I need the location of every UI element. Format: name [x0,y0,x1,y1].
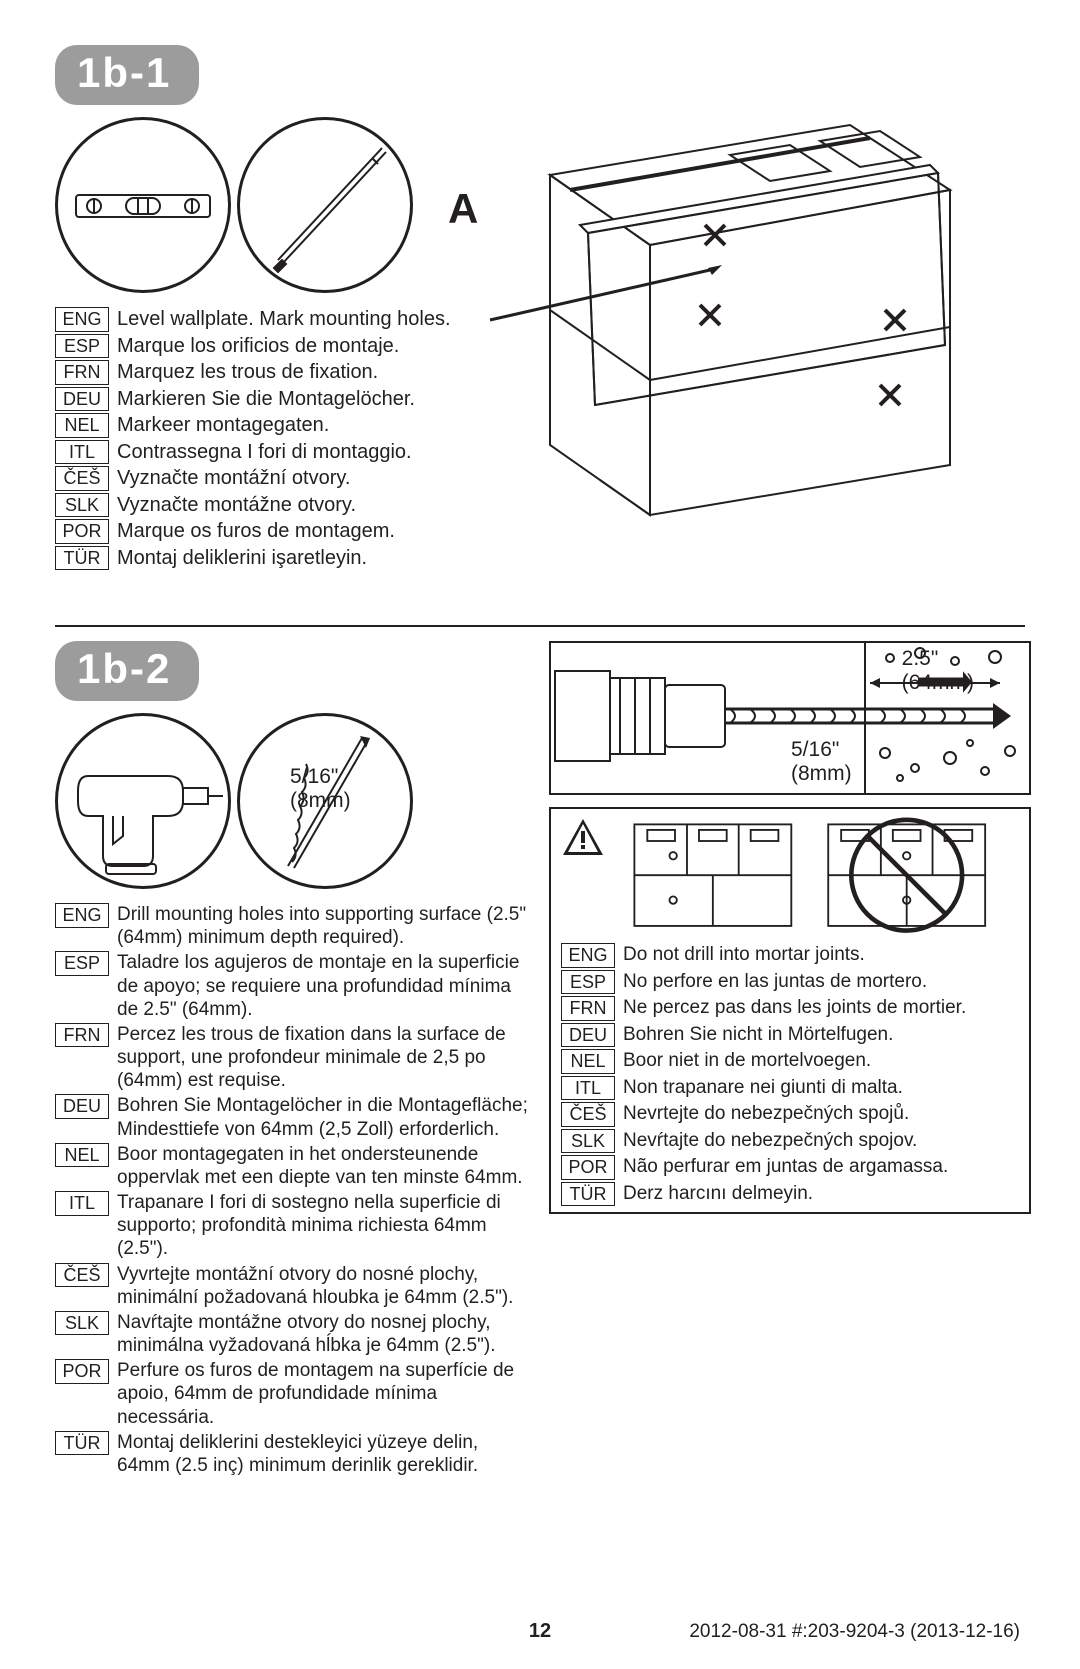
step-badge-1b1: 1b-1 [55,45,199,105]
lang-row: ENG Drill mounting holes into supporting … [55,903,535,949]
lang-text: Taladre los agujeros de montaje en la su… [117,951,535,1021]
section-1b2: 1b-2 [55,641,1025,1479]
lang-row: FRN Percez les trous de fixation dans la … [55,1023,535,1093]
lang-code: SLK [561,1129,615,1154]
lang-text: Perfure os furos de montagem na superfíc… [117,1359,535,1429]
lang-code: ČEŠ [55,1263,109,1288]
lang-code: ITL [55,440,109,465]
lang-row: ČEŠ Vyvrtejte montážní otvory do nosné pl… [55,1263,535,1309]
lang-text: Não perfurar em juntas de argamassa. [623,1155,1019,1178]
lang-text: Bohren Sie nicht in Mörtelfugen. [623,1023,1019,1046]
lang-code: ITL [55,1191,109,1216]
lang-code: ESP [55,951,109,976]
circle-pencil [237,117,413,293]
lang-code: TÜR [561,1182,615,1207]
lang-text: Bohren Sie Montagelöcher in die Montagef… [117,1094,535,1140]
lang-text: Drill mounting holes into supporting sur… [117,903,535,949]
lang-row: SLK Navŕtajte montážne otvory do nosnej p… [55,1311,535,1357]
lang-text: Vyvrtejte montážní otvory do nosné ploch… [117,1263,535,1309]
lang-code: FRN [55,1023,109,1048]
lang-code: TÜR [55,1431,109,1456]
lang-text: Nevrtejte do nebezpečných spojů. [623,1102,1019,1125]
bit-size-annot: 5/16"(8mm) [290,765,351,813]
lang-code: NEL [561,1049,615,1074]
warning-icon [561,817,605,857]
divider [55,625,1025,627]
lang-code: ENG [55,307,109,332]
lang-text: No perfore en las juntas de mortero. [623,970,1019,993]
lang-code: ESP [561,970,615,995]
depth-annot: 2.5"(64mm) [902,647,974,695]
lang-code: NEL [55,413,109,438]
lang-code: FRN [561,996,615,1021]
lang-text: Derz harcını delmeyin. [623,1182,1019,1205]
circle-level [55,117,231,293]
mortar-diagram [619,817,1019,937]
lang-text: Nevŕtajte do nebezpečných spojov. [623,1129,1019,1152]
lang-row: ITL Non trapanare nei giunti di malta. [561,1076,1019,1101]
lang-code: FRN [55,360,109,385]
lang-text: Trapanare I fori di sostegno nella super… [117,1191,535,1261]
drill-depth-diagram: 2.5"(64mm) 5/16"(8mm) [549,641,1031,795]
lang-code: DEU [55,387,109,412]
lang-text: Boor niet in de mortelvoegen. [623,1049,1019,1072]
lang-row: DEU Bohren Sie nicht in Mörtelfugen. [561,1023,1019,1048]
lang-text: Navŕtajte montážne otvory do nosnej ploc… [117,1311,535,1357]
lang-text: Montaj deliklerini destekleyici yüzeye d… [117,1431,535,1477]
lang-code: ČEŠ [561,1102,615,1127]
lang-code: NEL [55,1143,109,1168]
lang-row: ESP No perfore en las juntas de mortero. [561,970,1019,995]
tool-circles-1b2: 5/16"(8mm) [55,713,535,889]
lang-row: ENG Do not drill into mortar joints. [561,943,1019,968]
lang-row: SLK Nevŕtajte do nebezpečných spojov. [561,1129,1019,1154]
lang-text: Boor montagegaten in het ondersteunende … [117,1143,535,1189]
lang-row: TÜR Derz harcını delmeyin. [561,1182,1019,1207]
lang-text: Do not drill into mortar joints. [623,943,1019,966]
lang-row: POR Perfure os furos de montagem na super… [55,1359,535,1429]
lang-row: ČEŠ Nevrtejte do nebezpečných spojů. [561,1102,1019,1127]
lang-row: DEU Bohren Sie Montagelöcher in die Monta… [55,1094,535,1140]
warning-box: ENG Do not drill into mortar joints. ESP No… [549,807,1031,1214]
lang-code: ENG [561,943,615,968]
lang-code: ESP [55,334,109,359]
footer-meta: 2012-08-31 #:203-9204-3 (2013-12-16) [689,1621,1020,1643]
page: 1b-1 [0,0,1080,1669]
lang-row: TÜR Montaj deliklerini destekleyici yüzey… [55,1431,535,1477]
section-1b1: 1b-1 [55,45,1025,570]
circle-drill [55,713,231,889]
lang-row: NEL Boor montagegaten in het ondersteunen… [55,1143,535,1189]
label-a: A [448,185,478,233]
lang-code: POR [561,1155,615,1180]
lang-code: DEU [55,1094,109,1119]
lang-text: Percez les trous de fixation dans la sur… [117,1023,535,1093]
step-badge-1b2: 1b-2 [55,641,199,701]
lang-text: Ne percez pas dans les joints de mortier… [623,996,1019,1019]
lang-row: NEL Boor niet in de mortelvoegen. [561,1049,1019,1074]
iso-diagram-1b1: A [430,95,970,555]
lang-code: SLK [55,493,109,518]
lang-code: DEU [561,1023,615,1048]
lang-list-warn: ENG Do not drill into mortar joints. ESP No… [561,943,1019,1206]
lang-code: ITL [561,1076,615,1101]
lang-code: TÜR [55,546,109,571]
lang-code: ENG [55,903,109,928]
lang-code: POR [55,519,109,544]
lang-text: Non trapanare nei giunti di malta. [623,1076,1019,1099]
lang-row: POR Não perfurar em juntas de argamassa. [561,1155,1019,1180]
lang-code: POR [55,1359,109,1384]
lang-code: SLK [55,1311,109,1336]
lang-code: ČEŠ [55,466,109,491]
lang-list-1b2: ENG Drill mounting holes into supporting … [55,903,535,1477]
lang-row: FRN Ne percez pas dans les joints de mort… [561,996,1019,1021]
lang-row: ESP Taladre los agujeros de montaje en la… [55,951,535,1021]
lang-row: ITL Trapanare I fori di sostegno nella su… [55,1191,535,1261]
drill-size-annot: 5/16"(8mm) [791,738,852,786]
